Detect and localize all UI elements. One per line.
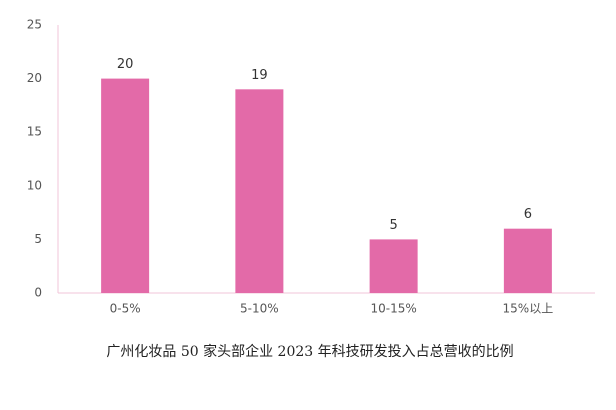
bar (101, 78, 150, 293)
x-tick-label: 0-5% (110, 302, 141, 316)
y-tick-label: 15 (27, 125, 42, 139)
x-tick-label: 5-10% (240, 302, 279, 316)
y-tick-label: 0 (34, 286, 42, 300)
y-tick-label: 25 (27, 18, 42, 32)
data-label: 20 (117, 57, 134, 72)
x-tick-label: 15%以上 (503, 302, 554, 316)
y-tick-label: 10 (27, 178, 42, 192)
bar (503, 228, 552, 293)
data-label: 6 (524, 207, 532, 222)
data-label: 5 (389, 218, 397, 233)
bar (369, 239, 418, 293)
bar (235, 89, 284, 293)
chart-title: 广州化妆品 50 家头部企业 2023 年科技研发投入占总营收的比例 (106, 343, 513, 360)
y-tick-label: 20 (27, 71, 42, 85)
data-label: 19 (251, 68, 268, 83)
y-tick-label: 5 (34, 232, 42, 246)
x-tick-label: 10-15% (370, 302, 416, 316)
